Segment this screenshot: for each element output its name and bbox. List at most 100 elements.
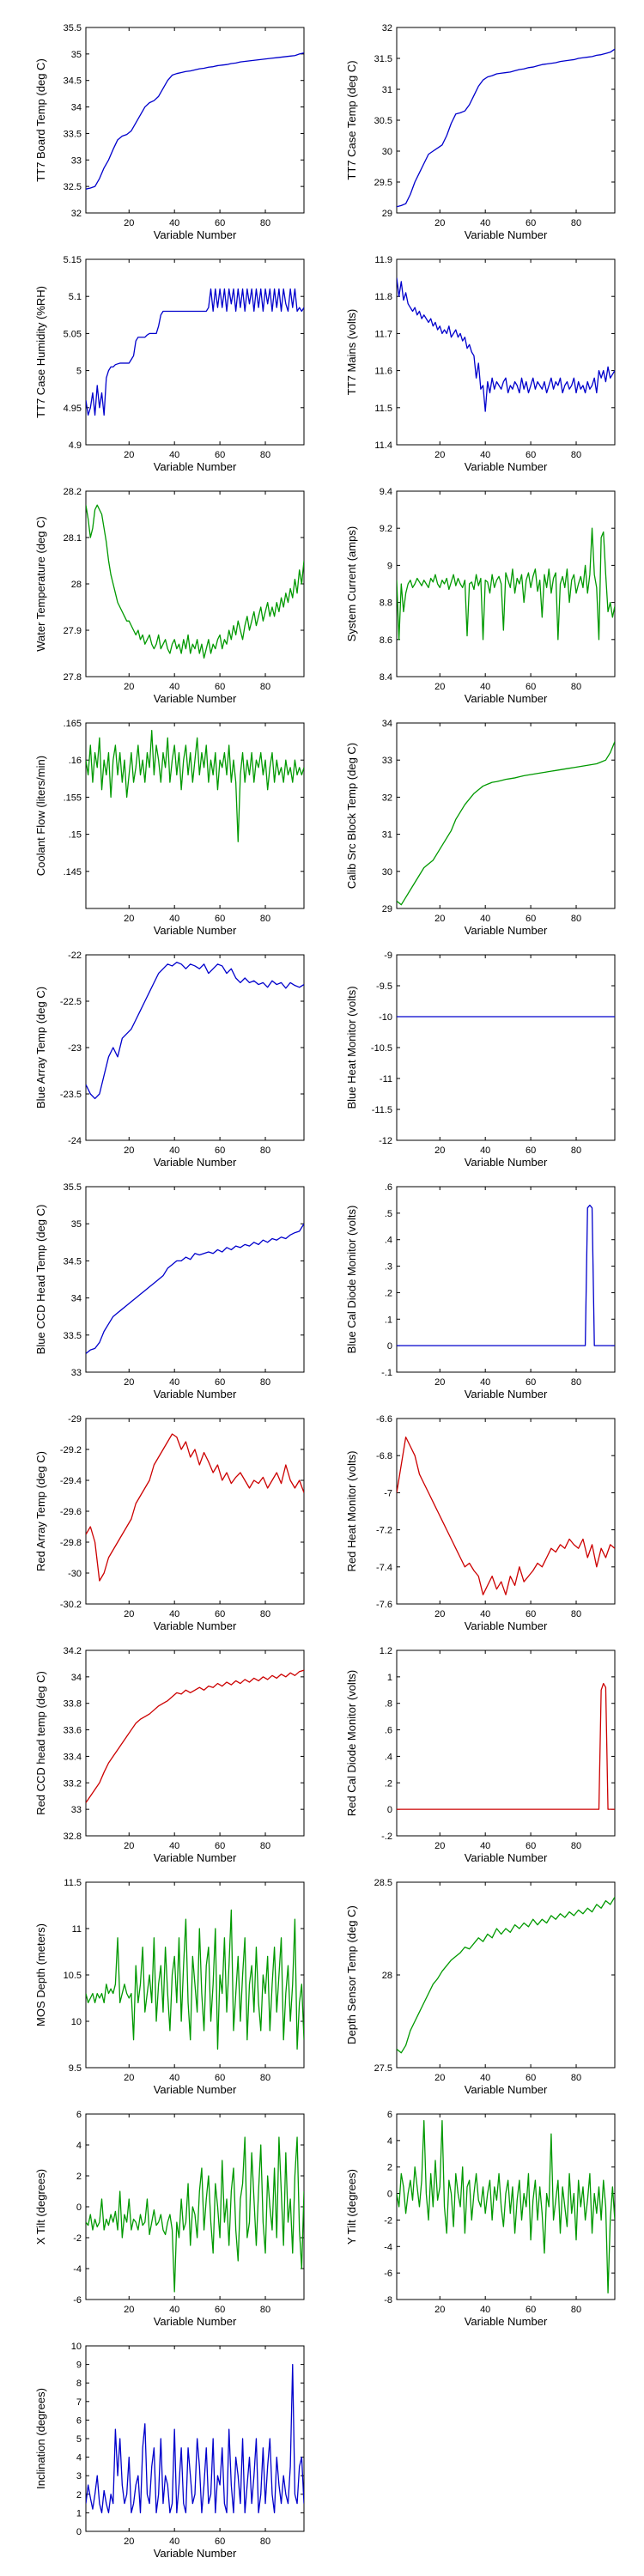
x-tick-label: 60	[215, 1145, 225, 1156]
y-tick-label: 29	[382, 904, 392, 914]
y-tick-label: -.2	[381, 1832, 392, 1842]
y-tick-label: 30	[382, 147, 392, 157]
y-tick-label: 34	[71, 103, 82, 113]
chart-svg: 29 30 31 32 33 34 20 40 60 80 Variable Number Calib…	[345, 719, 616, 937]
y-tick-label: 35.5	[64, 23, 82, 33]
y-tick-label: 31	[382, 85, 392, 95]
x-tick-label: 20	[124, 1377, 134, 1388]
y-tick-label: 11.8	[374, 292, 392, 302]
series-line	[86, 2363, 304, 2514]
y-axis-label: Y Tilt (degrees)	[345, 2169, 358, 2245]
y-tick-label: 28	[382, 1971, 392, 1981]
x-axis-label: Variable Number	[465, 1851, 548, 1864]
x-tick-label: 40	[169, 1377, 179, 1388]
x-tick-label: 20	[434, 914, 445, 924]
y-axis-label: System Current (amps)	[345, 526, 358, 641]
y-tick-label: .16	[69, 756, 82, 766]
y-tick-label: .155	[64, 793, 82, 803]
y-tick-label: -7.4	[376, 1563, 392, 1573]
y-axis-label: Blue Heat Monitor (volts)	[345, 986, 358, 1109]
y-tick-label: 11.7	[374, 329, 392, 339]
y-tick-label: 1	[76, 2508, 82, 2518]
x-tick-label: 20	[124, 450, 134, 460]
y-tick-label: -6.8	[376, 1451, 392, 1461]
y-axis-label: Blue Array Temp (deg C)	[34, 987, 47, 1109]
y-axis-label: TT7 Case Humidity (%RH)	[34, 286, 47, 418]
y-tick-label: 33	[71, 1805, 82, 1815]
y-tick-label: -9	[384, 951, 392, 961]
y-tick-label: -12	[379, 1136, 392, 1146]
y-tick-label: 35	[71, 1219, 82, 1230]
y-tick-label: -6	[384, 2269, 392, 2279]
x-tick-label: 20	[124, 2537, 134, 2547]
y-tick-label: 4.95	[64, 404, 82, 414]
y-tick-label: .4	[385, 1752, 392, 1762]
series-line	[397, 2120, 615, 2293]
x-axis-label: Variable Number	[465, 1156, 548, 1169]
axes-box	[85, 27, 305, 214]
y-tick-label: 9.4	[380, 487, 392, 497]
x-tick-label: 40	[169, 1609, 179, 1619]
chart-panel: -7.6 -7.4 -7.2 -7 -6.8 -6.6 20 40 60 80 Variable N…	[337, 1412, 623, 1642]
y-tick-label: 0	[76, 2527, 82, 2537]
axes-box	[85, 1881, 305, 2069]
y-tick-label: 34.2	[64, 1646, 82, 1656]
y-tick-label: 34	[71, 1673, 82, 1683]
y-tick-label: 28	[71, 580, 82, 590]
chart-panel: 27.8 27.9 28 28.1 28.2 20 40 60 80 Variable Numbe…	[26, 484, 313, 714]
chart-svg: 27.8 27.9 28 28.1 28.2 20 40 60 80 Variable Numbe…	[34, 487, 305, 705]
chart-panel: 9.5 10 10.5 11 11.5 20 40 60 80 Variable Number MO…	[26, 1875, 313, 2105]
y-tick-label: 32.5	[64, 182, 82, 192]
y-tick-label: 1	[387, 1673, 392, 1683]
x-tick-label: 40	[169, 1841, 179, 1851]
y-tick-label: 8.6	[380, 635, 392, 646]
y-tick-label: 10	[71, 2017, 82, 2027]
x-tick-label: 80	[260, 450, 270, 460]
chart-panel: -8 -6 -4 -2 0 2 4 6 20 40 60 80 Variable Number Y Til…	[337, 2107, 623, 2337]
x-axis-label: Variable Number	[154, 1619, 237, 1632]
y-tick-label: -10.5	[371, 1043, 392, 1054]
x-tick-label: 60	[215, 2305, 225, 2315]
y-tick-label: 28.5	[374, 1878, 392, 1888]
y-tick-label: 2	[387, 2163, 392, 2173]
series-line	[86, 1223, 304, 1354]
y-tick-label: 6	[76, 2110, 82, 2120]
x-tick-label: 40	[169, 218, 179, 228]
chart-svg: -6 -4 -2 0 2 4 6 20 40 60 80 Variable Number X Tilt …	[34, 2110, 305, 2328]
chart-panel: -24 -23.5 -23 -22.5 -22 20 40 60 80 Variable Numb…	[26, 948, 313, 1178]
y-tick-label: -7.2	[376, 1526, 392, 1536]
y-tick-label: -11.5	[372, 1105, 392, 1115]
y-tick-label: 8.8	[380, 598, 392, 609]
x-tick-label: 40	[169, 450, 179, 460]
y-tick-label: 35	[71, 50, 82, 60]
x-tick-label: 80	[260, 1377, 270, 1388]
y-tick-label: .2	[385, 1778, 392, 1789]
y-tick-label: 11.9	[374, 255, 392, 265]
y-tick-label: -9.5	[376, 981, 392, 992]
x-tick-label: 40	[169, 2537, 179, 2547]
x-tick-label: 40	[480, 218, 490, 228]
y-tick-label: 4	[76, 2453, 82, 2464]
x-tick-label: 20	[124, 914, 134, 924]
y-tick-label: 0	[387, 2190, 392, 2200]
axes-box	[85, 490, 305, 677]
x-tick-label: 20	[124, 1609, 134, 1619]
chart-panel: 29 30 31 32 33 34 20 40 60 80 Variable Number Calib…	[337, 716, 623, 946]
axes-box	[85, 1418, 305, 1605]
series-line	[86, 288, 304, 416]
y-tick-label: 31.5	[374, 54, 392, 64]
y-tick-label: 34.5	[64, 76, 82, 87]
chart-panel: -12 -11.5 -11 -10.5 -10 -9.5 -9 20 40 60 80 Variabl…	[337, 948, 623, 1178]
x-tick-label: 80	[571, 2305, 581, 2315]
y-tick-label: -24	[68, 1136, 82, 1146]
y-tick-label: .4	[385, 1236, 392, 1246]
y-tick-label: 33	[382, 756, 392, 766]
y-tick-label: .3	[385, 1262, 392, 1273]
series-line	[397, 48, 615, 208]
x-axis-label: Variable Number	[154, 1388, 237, 1400]
y-tick-label: 27.9	[64, 626, 82, 636]
y-axis-label: MOS Depth (meters)	[34, 1923, 47, 2026]
y-tick-label: 2	[76, 2172, 82, 2182]
series-line	[86, 1669, 304, 1803]
x-tick-label: 80	[571, 450, 581, 460]
